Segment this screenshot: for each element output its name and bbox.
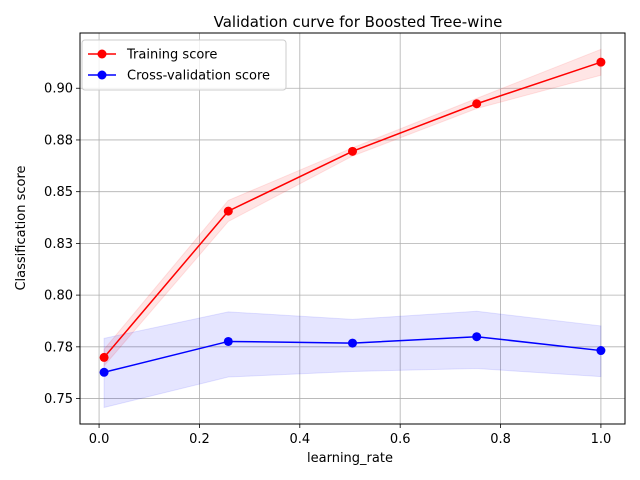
legend-swatch-training-marker bbox=[97, 49, 107, 59]
y-tick-label: 0.85 bbox=[44, 185, 73, 200]
y-tick-label: 0.88 bbox=[44, 133, 73, 148]
training-score-band bbox=[103, 48, 602, 368]
axis-ticks: 0.0 0.2 0.4 0.6 0.8 1.0 0.75 0.78 0.80 0.83 0.85 0.… bbox=[44, 82, 611, 447]
y-tick-label: 0.83 bbox=[44, 237, 73, 252]
legend-box bbox=[81, 39, 287, 91]
x-tick-label: 0.6 bbox=[390, 432, 411, 447]
cross-validation-score-point bbox=[348, 338, 357, 348]
training-score-point bbox=[223, 206, 233, 216]
x-tick-label: 0.8 bbox=[490, 432, 511, 447]
plot-frame bbox=[79, 32, 626, 425]
x-axis-label: learning_rate bbox=[307, 451, 393, 466]
series-points bbox=[99, 57, 606, 377]
y-axis-label: Classification score bbox=[14, 165, 29, 290]
cross-validation-score-point bbox=[223, 336, 233, 346]
chart-title: Validation curve for Boosted Tree-wine bbox=[214, 13, 503, 31]
legend-entry-training: Training score bbox=[88, 48, 217, 63]
legend: Training score Cross-validation score bbox=[81, 39, 287, 91]
x-tick-label: 0.0 bbox=[89, 432, 110, 447]
y-tick-label: 0.78 bbox=[44, 340, 73, 355]
x-tick-label: 0.4 bbox=[289, 432, 310, 447]
grid-layer bbox=[80, 33, 625, 424]
cross-validation-score-point bbox=[99, 367, 109, 377]
x-tick-label: 1.0 bbox=[591, 432, 612, 447]
legend-label-training: Training score bbox=[126, 48, 217, 63]
x-tick-label: 0.2 bbox=[189, 432, 210, 447]
legend-swatch-cv-marker bbox=[97, 70, 107, 80]
training-score-point bbox=[348, 146, 357, 156]
training-score-point bbox=[99, 352, 109, 362]
y-tick-label: 0.80 bbox=[44, 289, 73, 304]
cross-validation-score-point bbox=[472, 332, 482, 342]
y-tick-label: 0.90 bbox=[44, 82, 73, 97]
training-score-point bbox=[596, 57, 606, 67]
training-score-point bbox=[472, 99, 482, 109]
legend-label-cross-validation: Cross-validation score bbox=[127, 69, 270, 84]
y-tick-label: 0.75 bbox=[44, 392, 73, 407]
legend-entry-cross-validation: Cross-validation score bbox=[88, 69, 270, 84]
cross-validation-score-point bbox=[596, 346, 606, 356]
